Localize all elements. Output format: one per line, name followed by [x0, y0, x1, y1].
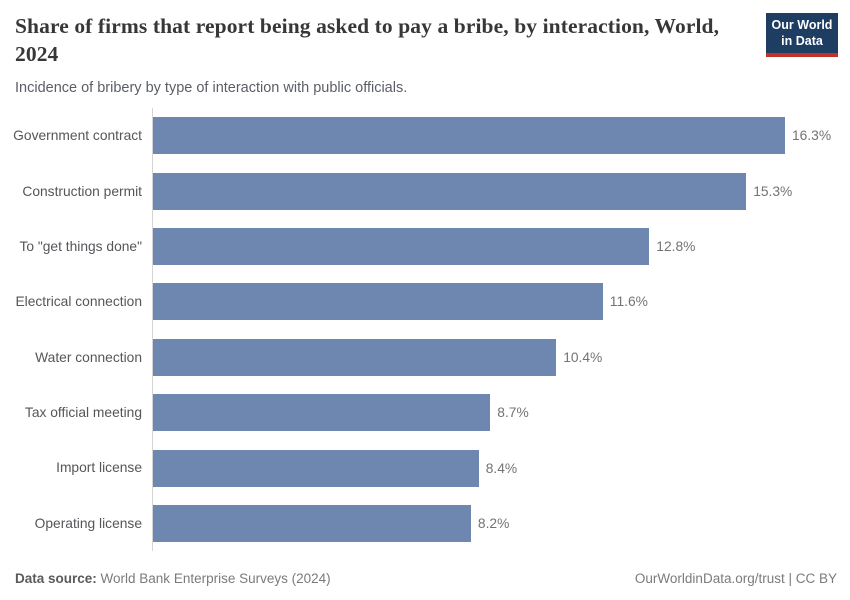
bar: [153, 172, 747, 210]
value-label: 12.8%: [656, 238, 696, 254]
y-axis-line: [152, 108, 153, 551]
category-label: Electrical connection: [15, 294, 142, 310]
bar-row: Import license 8.4%: [0, 440, 850, 495]
page-title: Share of firms that report being asked t…: [15, 14, 720, 66]
value-label: 16.3%: [792, 128, 832, 144]
value-label: 8.4%: [485, 460, 518, 476]
bar: [153, 338, 557, 376]
bar-row: Government contract 16.3%: [0, 108, 850, 163]
bar: [153, 504, 471, 542]
logo-line-2: in Data: [781, 33, 823, 48]
bar-row: Tax official meeting 8.7%: [0, 385, 850, 440]
bar-row: To "get things done" 12.8%: [0, 219, 850, 274]
value-label: 8.7%: [497, 405, 529, 421]
category-label: Import license: [56, 460, 142, 476]
chart-header: Share of firms that report being asked t…: [15, 13, 838, 98]
logo-line-1: Our World: [771, 18, 833, 32]
data-source: Data source: World Bank Enterprise Surve…: [15, 571, 331, 586]
data-source-value: World Bank Enterprise Surveys (2024): [96, 571, 331, 586]
category-label: Construction permit: [22, 183, 142, 199]
bar: [153, 283, 603, 321]
category-label: Tax official meeting: [24, 405, 142, 421]
bar: [153, 394, 491, 432]
bar-row: Electrical connection 11.6%: [0, 274, 850, 329]
bar: [153, 449, 479, 487]
bar-row: Operating license 8.2%: [0, 496, 850, 551]
value-label: 10.4%: [563, 349, 603, 365]
bar-rows: Government contract 16.3% Construction per…: [0, 108, 850, 551]
title-block: Share of firms that report being asked t…: [15, 13, 757, 98]
value-label: 15.3%: [753, 183, 793, 199]
bar: [153, 117, 785, 155]
category-label: Operating license: [34, 515, 142, 531]
chart-subtitle: Incidence of bribery by type of interact…: [15, 79, 408, 96]
chart-footer: Data source: World Bank Enterprise Surve…: [15, 571, 837, 586]
value-label: 11.6%: [609, 294, 648, 310]
category-label: Water connection: [35, 349, 142, 365]
value-label: 8.2%: [477, 515, 510, 531]
bar-chart: Government contract 16.3% Construction per…: [0, 108, 850, 551]
owid-logo[interactable]: Our World in Data: [766, 13, 838, 58]
bar-row: Water connection 10.4%: [0, 330, 850, 385]
credit-link[interactable]: OurWorldinData.org/trust | CC BY: [634, 571, 837, 586]
data-source-label: Data source:: [15, 571, 97, 586]
bar: [153, 227, 650, 265]
category-label: To "get things done": [19, 238, 142, 254]
bar-row: Construction permit 15.3%: [0, 163, 850, 218]
category-label: Government contract: [13, 128, 142, 144]
